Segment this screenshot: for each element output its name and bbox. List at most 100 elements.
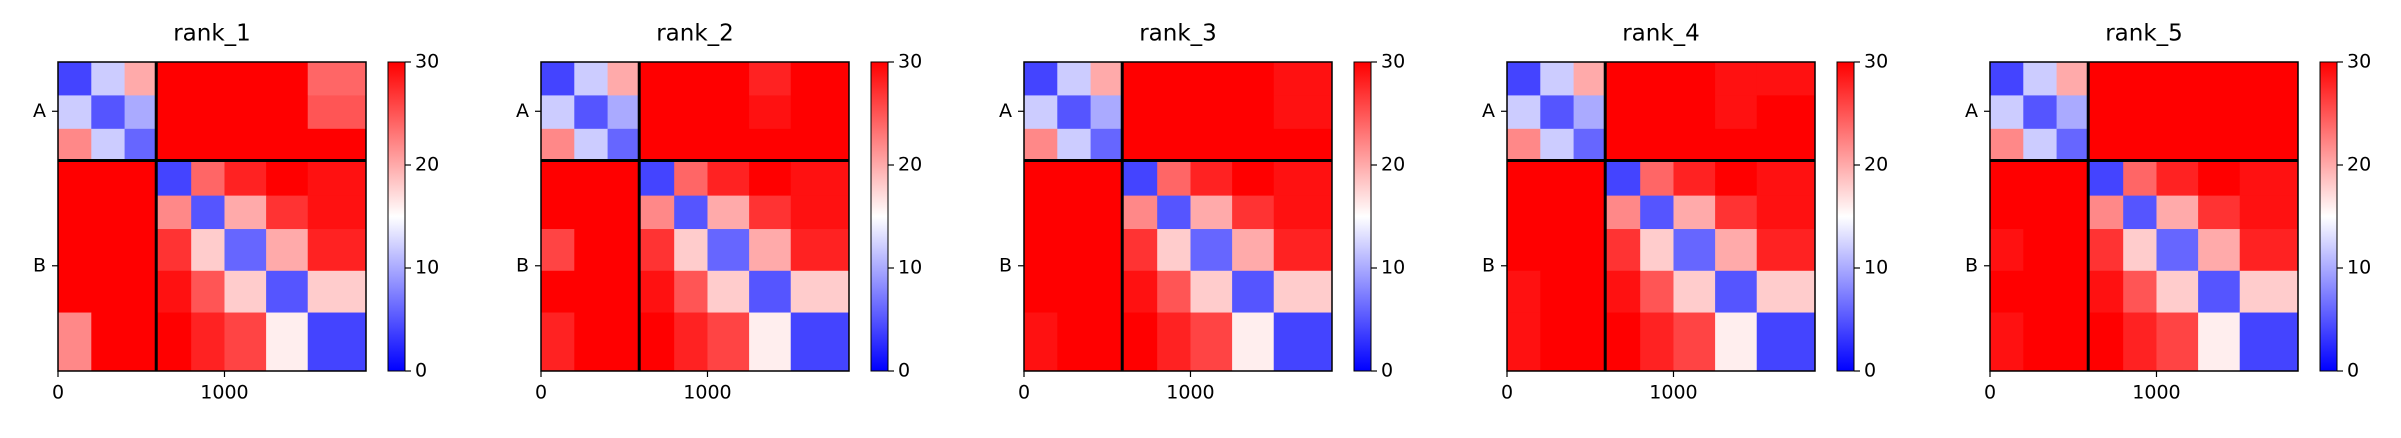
heatmap-cell [1273,195,1333,230]
heatmap-cell [2088,95,2124,130]
heatmap-cell [1507,95,1541,130]
heatmap-cell [1756,270,1816,314]
heatmap-cell [574,160,609,197]
heatmap-cell [1057,62,1092,96]
heatmap-cell [156,95,192,130]
heatmap-cell [1673,229,1716,272]
heatmap-cell [2198,160,2241,197]
heatmap-cell [2023,270,2058,314]
heatmap-cell [224,312,267,372]
heatmap-cell [1673,195,1716,230]
heatmap-cell [2023,229,2058,272]
heatmap-cell [790,128,850,162]
heatmap-cell [1573,62,1606,96]
heatmap-cell [156,229,192,272]
panel-title: rank_3 [1139,21,1217,47]
heatmap-cell [58,195,92,230]
heatmap-cell [1507,195,1541,230]
heatmap-cell [2198,195,2241,230]
heatmap-cell [124,312,157,372]
heatmap-cell [1273,312,1333,372]
heatmap-cell [1232,62,1275,96]
heatmap-cell [2239,312,2299,372]
colorbar [1836,61,1855,372]
heatmap-cell [1673,312,1716,372]
heatmap-cell [2239,160,2299,197]
heatmap-cell [1273,128,1333,162]
heatmap-cell [1090,195,1123,230]
heatmap-cell [1507,128,1541,162]
heatmap-cell [1990,128,2024,162]
heatmap-cell [674,128,708,162]
heatmap-cell [191,195,225,230]
heatmap-cell [674,270,708,314]
heatmap-cell [307,95,367,130]
heatmap-cell [1190,95,1233,130]
heatmap-cell [1573,160,1606,197]
heatmap-cell [1122,195,1158,230]
heatmap-cell [674,95,708,130]
heatmap-cell [574,270,609,314]
x-tick-label: 0 [52,382,64,404]
heatmap-cell [1605,128,1641,162]
x-tick-label: 1000 [1649,382,1697,404]
heatmap-cell [541,95,575,130]
heatmap-cell [2056,195,2089,230]
heatmap-cell [1122,160,1158,197]
heatmap-cell [91,229,126,272]
heatmap-cell [1157,128,1191,162]
heatmap-cell [1715,195,1758,230]
y-tick-label: B [999,254,1012,276]
plot-frame [57,61,367,372]
heatmap-cell [91,128,126,162]
heatmap-cell [124,229,157,272]
heatmap-cell [639,128,675,162]
heatmap-cell [1057,195,1092,230]
heatmap-cell [1232,312,1275,372]
heatmap-cell [2198,229,2241,272]
heatmap-cell [1640,160,1674,197]
heatmap-cell [707,195,750,230]
heatmap-cell [2123,270,2157,314]
heatmap-cell [574,62,609,96]
heatmap-cell [224,62,267,96]
heatmap-cell [307,270,367,314]
x-tick-label: 1000 [1166,382,1214,404]
x-tick-label: 1000 [200,382,248,404]
heatmap-cell [307,160,367,197]
heatmap-cell [124,128,157,162]
heatmap-cell [541,270,575,314]
heatmap-cell [1640,62,1674,96]
y-tick-label: A [1965,100,1978,122]
heatmap-cell [1024,229,1058,272]
heatmap-cell [1157,312,1191,372]
panel-title: rank_4 [1622,21,1700,47]
heatmap-cell [2088,62,2124,96]
heatmap-cell [1024,270,1058,314]
heatmap-cell [2056,160,2089,197]
heatmap-cell [2156,62,2199,96]
heatmap-cell [2056,229,2089,272]
heatmap-cell [1715,128,1758,162]
heatmap-cell [266,128,309,162]
heatmap-cell [1090,95,1123,130]
heatmap-cell [2056,128,2089,162]
heatmap-cell [674,229,708,272]
heatmap-cell [1024,95,1058,130]
colorbar-tick-label: 0 [1864,360,1876,382]
heatmap-cell [1507,312,1541,372]
heatmap-cell [1057,270,1092,314]
heatmap-cell [749,62,792,96]
plot-frame [1023,61,1333,372]
heatmap-cell [674,160,708,197]
heatmap-cell [541,128,575,162]
heatmap-cell [266,62,309,96]
colorbar-tick-label: 30 [415,51,439,73]
heatmap-cell [124,95,157,130]
heatmap-cell [1640,312,1674,372]
heatmap-cell [749,160,792,197]
plot-frame [1506,61,1816,372]
colorbar-tick-label: 10 [415,257,439,279]
heatmap-cell [607,270,640,314]
